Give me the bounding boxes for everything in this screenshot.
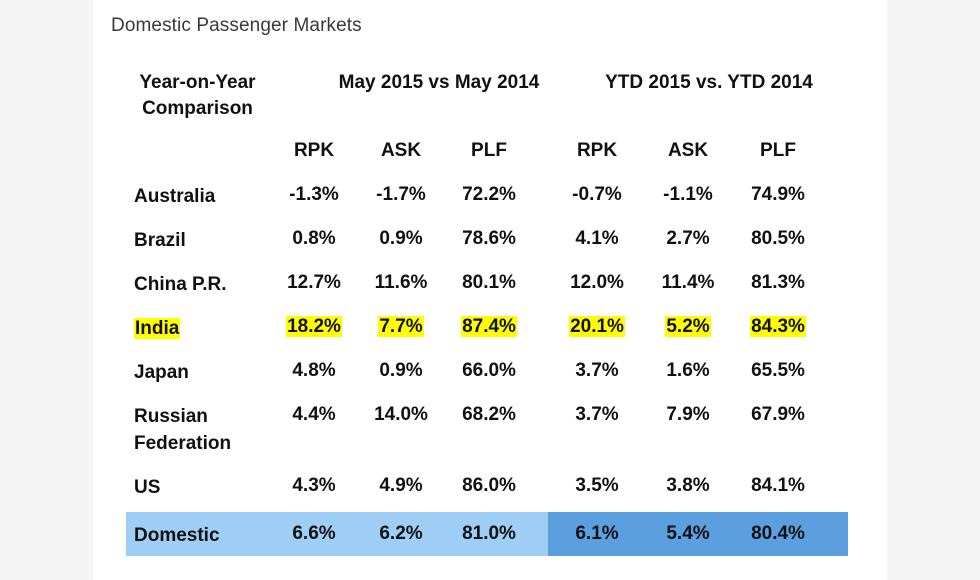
table-row-us: US 4.3% 4.9% 86.0% 3.5% 3.8% 84.1% bbox=[126, 464, 848, 508]
cell-may-rpk: 6.6% bbox=[292, 523, 336, 544]
cell-ytd-ask: 2.7% bbox=[666, 228, 710, 249]
table-header: Year-on-Year Comparison May 2015 vs May … bbox=[126, 58, 848, 178]
table-row-japan: Japan 4.8% 0.9% 66.0% 3.7% 1.6% 65.5% bbox=[126, 349, 848, 393]
cell-ytd-plf: 80.5% bbox=[751, 228, 805, 249]
cell-may-plf: 86.0% bbox=[462, 475, 516, 496]
row-country: Brazil bbox=[134, 230, 186, 251]
subheader-ytd-rpk: RPK bbox=[576, 140, 618, 161]
cell-ytd-ask: -1.1% bbox=[663, 184, 713, 205]
cell-ytd-plf: 84.1% bbox=[751, 475, 805, 496]
cell-ytd-rpk: 3.7% bbox=[575, 404, 619, 425]
row-country: Australia bbox=[134, 186, 216, 207]
cell-ytd-rpk: 3.5% bbox=[575, 475, 619, 496]
cell-ytd-rpk: 4.1% bbox=[575, 228, 619, 249]
cell-ytd-ask: 11.4% bbox=[661, 272, 715, 293]
highlight: 5.2% bbox=[665, 316, 711, 337]
header-group-may: May 2015 vs May 2014 bbox=[338, 72, 540, 93]
cell-may-ask: 14.0% bbox=[374, 404, 428, 425]
subheader-may-plf: PLF bbox=[471, 140, 507, 161]
cell-ytd-plf: 65.5% bbox=[751, 360, 805, 381]
cell-ytd-ask: 3.8% bbox=[666, 475, 710, 496]
table-row-russian-federation: Russian Federation 4.4% 14.0% 68.2% 3.7%… bbox=[126, 393, 848, 463]
cell-may-rpk: 0.8% bbox=[292, 228, 336, 249]
cell-ytd-rpk: -0.7% bbox=[572, 184, 622, 205]
domestic-band-ytd bbox=[548, 512, 848, 556]
row-country: US bbox=[134, 477, 161, 498]
highlight: India bbox=[134, 318, 181, 339]
cell-ytd-rpk: 20.1% bbox=[552, 315, 642, 339]
cell-may-rpk: -1.3% bbox=[289, 184, 339, 205]
cell-may-plf: 68.2% bbox=[462, 404, 516, 425]
cell-ytd-plf: 84.3% bbox=[733, 315, 823, 339]
cell-may-ask: 0.9% bbox=[379, 228, 423, 249]
highlight: 18.2% bbox=[286, 316, 342, 337]
cell-may-plf: 72.2% bbox=[462, 184, 516, 205]
document-page: Domestic Passenger Markets Year-on-Year … bbox=[93, 0, 887, 580]
cell-may-rpk: 4.4% bbox=[292, 404, 336, 425]
cell-ytd-plf: 80.4% bbox=[751, 523, 805, 544]
highlight: 87.4% bbox=[461, 316, 517, 337]
header-year-on-year: Year-on-Year Comparison bbox=[126, 70, 269, 122]
table-row-china: China P.R. 12.7% 11.6% 80.1% 12.0% 11.4%… bbox=[126, 261, 848, 305]
cell-may-plf: 78.6% bbox=[462, 228, 516, 249]
cell-may-plf: 80.1% bbox=[462, 272, 516, 293]
cell-may-rpk: 18.2% bbox=[269, 315, 359, 339]
cell-may-plf: 87.4% bbox=[444, 315, 534, 339]
cell-may-ask: 11.6% bbox=[374, 272, 428, 293]
cell-may-rpk: 12.7% bbox=[287, 272, 341, 293]
cell-ytd-ask: 5.2% bbox=[643, 315, 733, 339]
subheader-may-ask: ASK bbox=[380, 140, 422, 161]
cell-ytd-ask: 7.9% bbox=[666, 404, 710, 425]
subheader-ytd-ask: ASK bbox=[667, 140, 709, 161]
domestic-band-may bbox=[126, 512, 548, 556]
passenger-markets-table: Year-on-Year Comparison May 2015 vs May … bbox=[126, 58, 848, 558]
highlight: 20.1% bbox=[569, 316, 625, 337]
cell-ytd-plf: 74.9% bbox=[751, 184, 805, 205]
table-row-domestic: Domestic 6.6% 6.2% 81.0% 6.1% 5.4% 80.4% bbox=[126, 512, 848, 556]
cell-may-rpk: 4.3% bbox=[292, 475, 336, 496]
cell-may-ask: -1.7% bbox=[376, 184, 426, 205]
cell-ytd-ask: 5.4% bbox=[666, 523, 710, 544]
cell-may-ask: 7.7% bbox=[356, 315, 446, 339]
row-country: China P.R. bbox=[134, 274, 227, 295]
cell-ytd-rpk: 6.1% bbox=[575, 523, 619, 544]
row-country: India bbox=[134, 315, 181, 342]
table-row-india: India 18.2% 7.7% 87.4% 20.1% 5.2% 84.3% bbox=[126, 305, 848, 349]
cell-ytd-rpk: 12.0% bbox=[570, 272, 624, 293]
cell-may-ask: 4.9% bbox=[379, 475, 423, 496]
cell-ytd-ask: 1.6% bbox=[666, 360, 710, 381]
cell-may-ask: 0.9% bbox=[379, 360, 423, 381]
cell-may-ask: 6.2% bbox=[379, 523, 423, 544]
subheader-ytd-plf: PLF bbox=[760, 140, 796, 161]
row-country: Russian Federation bbox=[134, 403, 231, 457]
subheader-may-rpk: RPK bbox=[293, 140, 335, 161]
row-country-line1: Russian bbox=[134, 406, 208, 427]
row-country: Domestic bbox=[134, 525, 220, 546]
row-country-line2: Federation bbox=[134, 433, 232, 454]
highlight: 84.3% bbox=[750, 316, 806, 337]
cell-may-plf: 66.0% bbox=[462, 360, 516, 381]
page-title: Domestic Passenger Markets bbox=[111, 15, 362, 36]
cell-ytd-plf: 81.3% bbox=[751, 272, 805, 293]
cell-ytd-plf: 67.9% bbox=[751, 404, 805, 425]
header-group-ytd: YTD 2015 vs. YTD 2014 bbox=[605, 72, 813, 93]
cell-ytd-rpk: 3.7% bbox=[575, 360, 619, 381]
highlight: 7.7% bbox=[378, 316, 424, 337]
header-yoy-line2: Comparison bbox=[142, 98, 253, 119]
row-country: Japan bbox=[134, 362, 189, 383]
cell-may-plf: 81.0% bbox=[462, 523, 516, 544]
table-row-brazil: Brazil 0.8% 0.9% 78.6% 4.1% 2.7% 80.5% bbox=[126, 217, 848, 261]
header-yoy-line1: Year-on-Year bbox=[139, 72, 256, 93]
table-row-australia: Australia -1.3% -1.7% 72.2% -0.7% -1.1% … bbox=[126, 173, 848, 217]
cell-may-rpk: 4.8% bbox=[292, 360, 336, 381]
